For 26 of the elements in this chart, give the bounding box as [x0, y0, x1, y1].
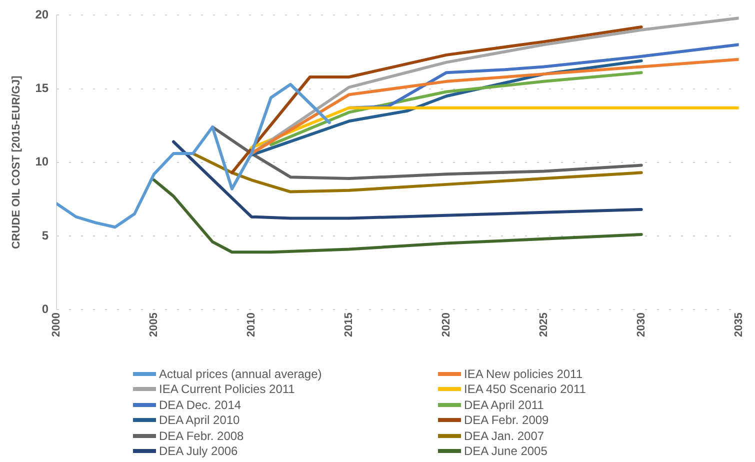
y-tick-label: 10 — [35, 154, 49, 169]
x-tick-label: 2010 — [246, 312, 258, 338]
legend-label: DEA Febr. 2008 — [159, 428, 244, 443]
legend-label: DEA Jan. 2007 — [464, 428, 544, 443]
legend-label: DEA Febr. 2009 — [464, 413, 549, 428]
legend-label: DEA Dec. 2014 — [159, 398, 242, 412]
y-axis-title: CRUDE OIL COST [2015-EUR/GJ] — [10, 75, 23, 250]
x-tick-label: 2025 — [538, 312, 550, 338]
y-tick-label: 5 — [42, 228, 49, 242]
x-tick-label: 2035 — [732, 312, 745, 338]
y-tick-label: 0 — [42, 302, 49, 316]
x-tick-label: 2000 — [50, 312, 63, 338]
x-tick-label: 2015 — [342, 312, 355, 338]
legend-label: DEA April 2011 — [464, 398, 544, 412]
legend-label: DEA July 2006 — [159, 444, 238, 458]
legend-label: DEA April 2010 — [159, 413, 240, 428]
legend-label: Actual prices (annual average) — [159, 366, 322, 381]
x-tick-label: 2020 — [440, 312, 452, 338]
legend-label: IEA Current Policies 2011 — [159, 382, 295, 396]
legend-label: IEA New policies 2011 — [464, 366, 583, 381]
y-tick-label: 20 — [35, 8, 49, 22]
legend-label: IEA 450 Scenario 2011 — [464, 382, 586, 396]
legend-label: DEA June 2005 — [464, 444, 548, 458]
x-tick-label: 2030 — [635, 312, 648, 338]
y-tick-label: 15 — [35, 81, 49, 96]
x-tick-label: 2005 — [148, 312, 160, 338]
